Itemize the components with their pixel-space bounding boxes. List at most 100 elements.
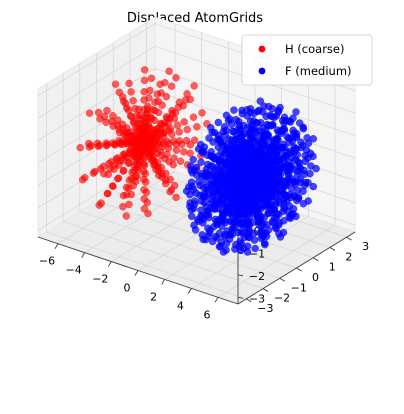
scatter-point <box>108 118 115 125</box>
scatter-point <box>246 234 253 241</box>
scatter-point <box>131 163 138 170</box>
scatter-point <box>293 108 300 115</box>
scatter-point <box>218 148 225 155</box>
scatter-point <box>162 170 169 177</box>
scatter-point <box>284 192 291 199</box>
x-tick-mark <box>188 288 191 293</box>
x-tick-label: −6 <box>39 255 55 268</box>
scatter-point <box>177 158 184 165</box>
scatter-point <box>128 191 135 198</box>
scatter-point <box>203 184 210 191</box>
x-tick-mark <box>82 253 85 258</box>
scatter-point <box>104 141 111 148</box>
y-tick-mark <box>297 268 302 271</box>
scatter-point <box>140 176 147 183</box>
scatter-point <box>77 144 84 151</box>
scatter-point <box>146 87 153 94</box>
scatter-point <box>238 221 245 228</box>
scatter-point <box>277 234 284 241</box>
scatter-point <box>158 121 165 128</box>
scatter-point <box>159 102 166 109</box>
scatter-point <box>115 175 122 182</box>
x-tick-mark <box>162 279 165 284</box>
scatter-point <box>313 165 320 172</box>
scatter-point <box>300 188 307 195</box>
scatter-point <box>278 130 285 137</box>
scatter-point <box>174 122 181 129</box>
scatter-point <box>218 158 225 165</box>
scatter-point <box>293 197 300 204</box>
scatter-point <box>101 113 108 120</box>
scatter-point <box>248 135 255 142</box>
scatter-point <box>199 109 206 116</box>
scatter-point <box>197 192 204 199</box>
scatter-point <box>281 120 288 127</box>
legend-marker-f <box>259 68 266 75</box>
scatter-point <box>117 141 124 148</box>
scatter-point <box>111 141 118 148</box>
scatter-point <box>200 148 207 155</box>
scatter-point <box>211 129 218 136</box>
scatter-point <box>242 140 249 147</box>
scatter-point <box>263 113 270 120</box>
scatter-point <box>236 243 243 250</box>
y-tick-mark <box>330 247 335 250</box>
scatter-point <box>190 156 197 163</box>
scatter-point <box>206 229 213 236</box>
scatter-point <box>141 66 148 73</box>
scatter-point <box>300 125 307 132</box>
scatter-point <box>176 129 183 136</box>
scatter-point <box>262 127 269 134</box>
scatter-point <box>251 209 258 216</box>
scatter-point <box>201 172 208 179</box>
scatter-point <box>126 177 133 184</box>
scatter-point <box>198 159 205 166</box>
scatter-point <box>229 224 236 231</box>
z-tick-label: −3 <box>249 292 265 305</box>
scatter-point <box>266 147 273 154</box>
scatter-point <box>175 104 182 111</box>
x-tick-mark <box>215 297 218 302</box>
scatter-point <box>208 152 215 159</box>
scatter-point <box>238 228 245 235</box>
scatter-point <box>233 132 240 139</box>
scatter-point <box>122 100 129 107</box>
scatter-point <box>98 200 105 207</box>
scatter-point <box>120 192 127 199</box>
scatter-point <box>95 109 102 116</box>
scatter-point <box>260 134 267 141</box>
scatter-point <box>109 183 116 190</box>
scatter-point <box>258 146 265 153</box>
scatter-point <box>130 97 137 104</box>
y-tick-label: 0 <box>312 271 319 284</box>
scatter-point <box>225 117 232 124</box>
scatter-point <box>210 223 217 230</box>
scatter-point <box>240 210 247 217</box>
scatter-point <box>217 243 224 250</box>
scatter-point <box>193 123 200 130</box>
scatter-point <box>187 141 194 148</box>
scatter-point <box>112 81 119 88</box>
scatter-point <box>274 211 281 218</box>
scatter-point <box>188 179 195 186</box>
x-tick-label: 6 <box>204 308 211 321</box>
scatter-point <box>79 176 86 183</box>
scatter-point <box>207 163 214 170</box>
scatter-point <box>141 195 148 202</box>
scatter-point <box>171 182 178 189</box>
scatter-point <box>187 163 194 170</box>
scatter-point <box>263 233 270 240</box>
scatter-point <box>235 118 242 125</box>
y-tick-mark <box>347 237 352 240</box>
scatter-point <box>133 154 140 161</box>
scatter-point <box>148 75 155 82</box>
scatter-point <box>288 185 295 192</box>
scatter-point <box>276 147 283 154</box>
scatter-point <box>235 179 242 186</box>
scatter-point <box>251 110 258 117</box>
scatter-point <box>155 172 162 179</box>
scatter-point <box>166 127 173 134</box>
scatter-point <box>187 199 194 206</box>
scatter-point <box>264 195 271 202</box>
